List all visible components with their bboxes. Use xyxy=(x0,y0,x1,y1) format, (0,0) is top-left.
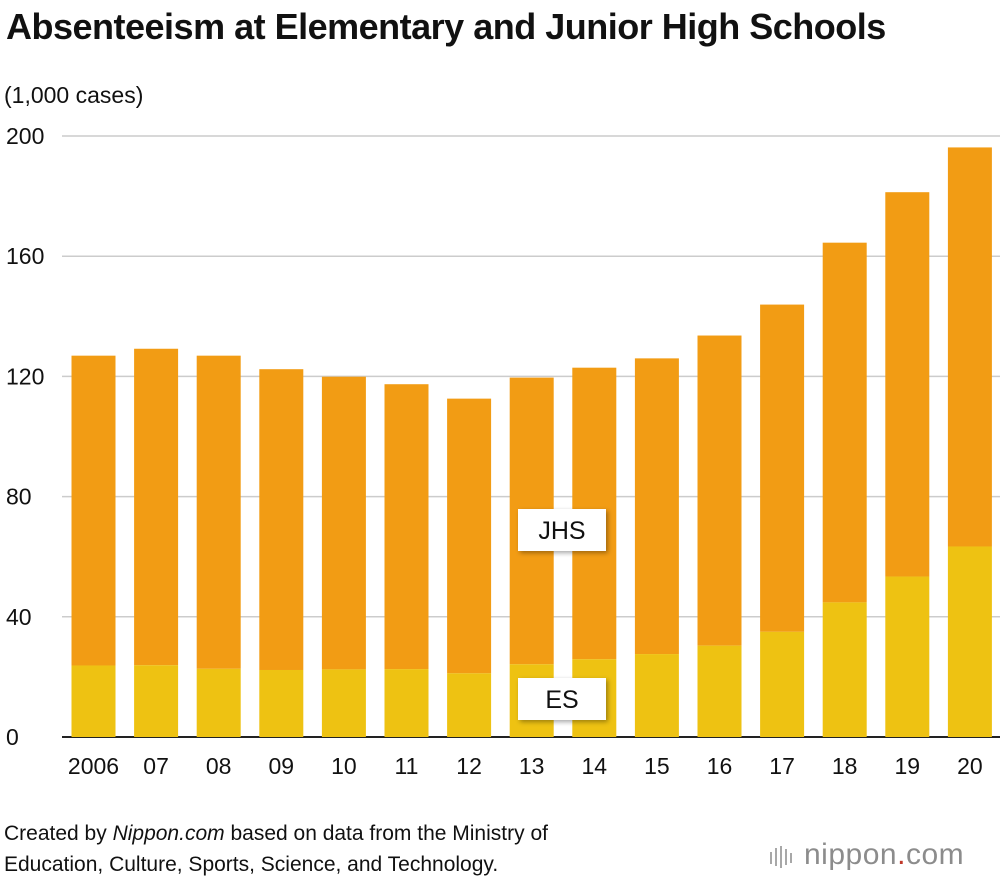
bar-jhs-12 xyxy=(447,398,492,674)
y-tick-label: 80 xyxy=(6,484,32,510)
logo-wordmark: nippon.com xyxy=(804,838,964,872)
source-site: Nippon.com xyxy=(112,822,225,845)
x-tick-label: 10 xyxy=(331,753,357,779)
bar-jhs-2006 xyxy=(71,355,116,666)
bar-es-12 xyxy=(447,673,492,737)
bar-es-18 xyxy=(822,602,867,737)
bar-es-10 xyxy=(321,669,366,737)
bar-jhs-19 xyxy=(885,192,930,577)
x-tick-label: 11 xyxy=(395,753,419,779)
x-tick-label: 2006 xyxy=(68,753,119,779)
chart-title: Absenteeism at Elementary and Junior Hig… xyxy=(6,6,886,47)
logo-bars-icon xyxy=(770,846,792,868)
y-tick-label: 40 xyxy=(6,604,32,630)
bar-jhs-08 xyxy=(196,355,241,669)
y-tick-label: 160 xyxy=(6,243,44,269)
x-tick-label: 08 xyxy=(206,753,232,779)
source-middle: based on data from the Ministry of xyxy=(224,822,548,845)
bar-es-08 xyxy=(196,668,241,737)
x-tick-label: 13 xyxy=(519,753,545,779)
x-tick-label: 12 xyxy=(456,753,482,779)
bar-jhs-17 xyxy=(760,304,805,632)
x-tick-label: 14 xyxy=(582,753,608,779)
bar-jhs-09 xyxy=(259,369,304,670)
bars xyxy=(71,147,992,737)
bar-jhs-15 xyxy=(634,358,679,655)
bar-es-16 xyxy=(697,645,742,737)
bar-jhs-11 xyxy=(384,384,429,670)
x-tick-label: 07 xyxy=(143,753,169,779)
series-label-text: ES xyxy=(545,686,578,714)
bar-jhs-10 xyxy=(321,376,366,670)
series-label-es: ES xyxy=(518,678,606,720)
bar-es-19 xyxy=(885,576,930,737)
bar-es-07 xyxy=(134,665,179,737)
x-tick-label: 18 xyxy=(832,753,858,779)
bar-es-20 xyxy=(947,546,992,737)
bar-es-17 xyxy=(760,631,805,737)
bar-jhs-18 xyxy=(822,242,867,603)
axis-labels: 0 40 80 120 160 200 2006 07 08 09 10 11 12 13 14 15 16 17… xyxy=(6,123,983,779)
bar-es-15 xyxy=(634,654,679,737)
x-tick-label: 17 xyxy=(769,753,795,779)
x-tick-label: 20 xyxy=(957,753,983,779)
x-tick-label: 15 xyxy=(644,753,670,779)
bar-jhs-20 xyxy=(947,147,992,547)
series-label-box xyxy=(518,678,606,720)
x-tick-label: 19 xyxy=(895,753,921,779)
bar-jhs-07 xyxy=(134,348,179,666)
logo-dot: . xyxy=(897,838,906,871)
stacked-bar-chart: 0 40 80 120 160 200 2006 07 08 09 10 11 12 13 14 15 16 17… xyxy=(6,123,1000,779)
logo-text: nippon xyxy=(804,838,898,871)
y-axis-unit-label: (1,000 cases) xyxy=(4,82,144,108)
bar-es-11 xyxy=(384,669,429,737)
y-tick-label: 0 xyxy=(6,724,19,750)
x-tick-label: 09 xyxy=(269,753,295,779)
bar-es-09 xyxy=(259,669,304,737)
source-prefix: Created by xyxy=(4,822,113,845)
bar-jhs-16 xyxy=(697,335,742,646)
x-tick-label: 16 xyxy=(707,753,733,779)
nippon-logo: nippon.com xyxy=(770,838,1000,874)
source-note: Created by Nippon.com based on data from… xyxy=(4,818,548,880)
bar-es-2006 xyxy=(71,665,116,737)
series-label-box xyxy=(518,509,606,551)
logo-suffix: com xyxy=(905,838,965,871)
series-label-jhs: JHS xyxy=(518,509,606,551)
source-line-2: Education, Culture, Sports, Science, and… xyxy=(4,853,499,876)
series-label-text: JHS xyxy=(538,517,585,545)
y-tick-label: 120 xyxy=(6,363,44,389)
series-callouts: JHS ES xyxy=(518,509,606,720)
y-tick-label: 200 xyxy=(6,123,44,149)
